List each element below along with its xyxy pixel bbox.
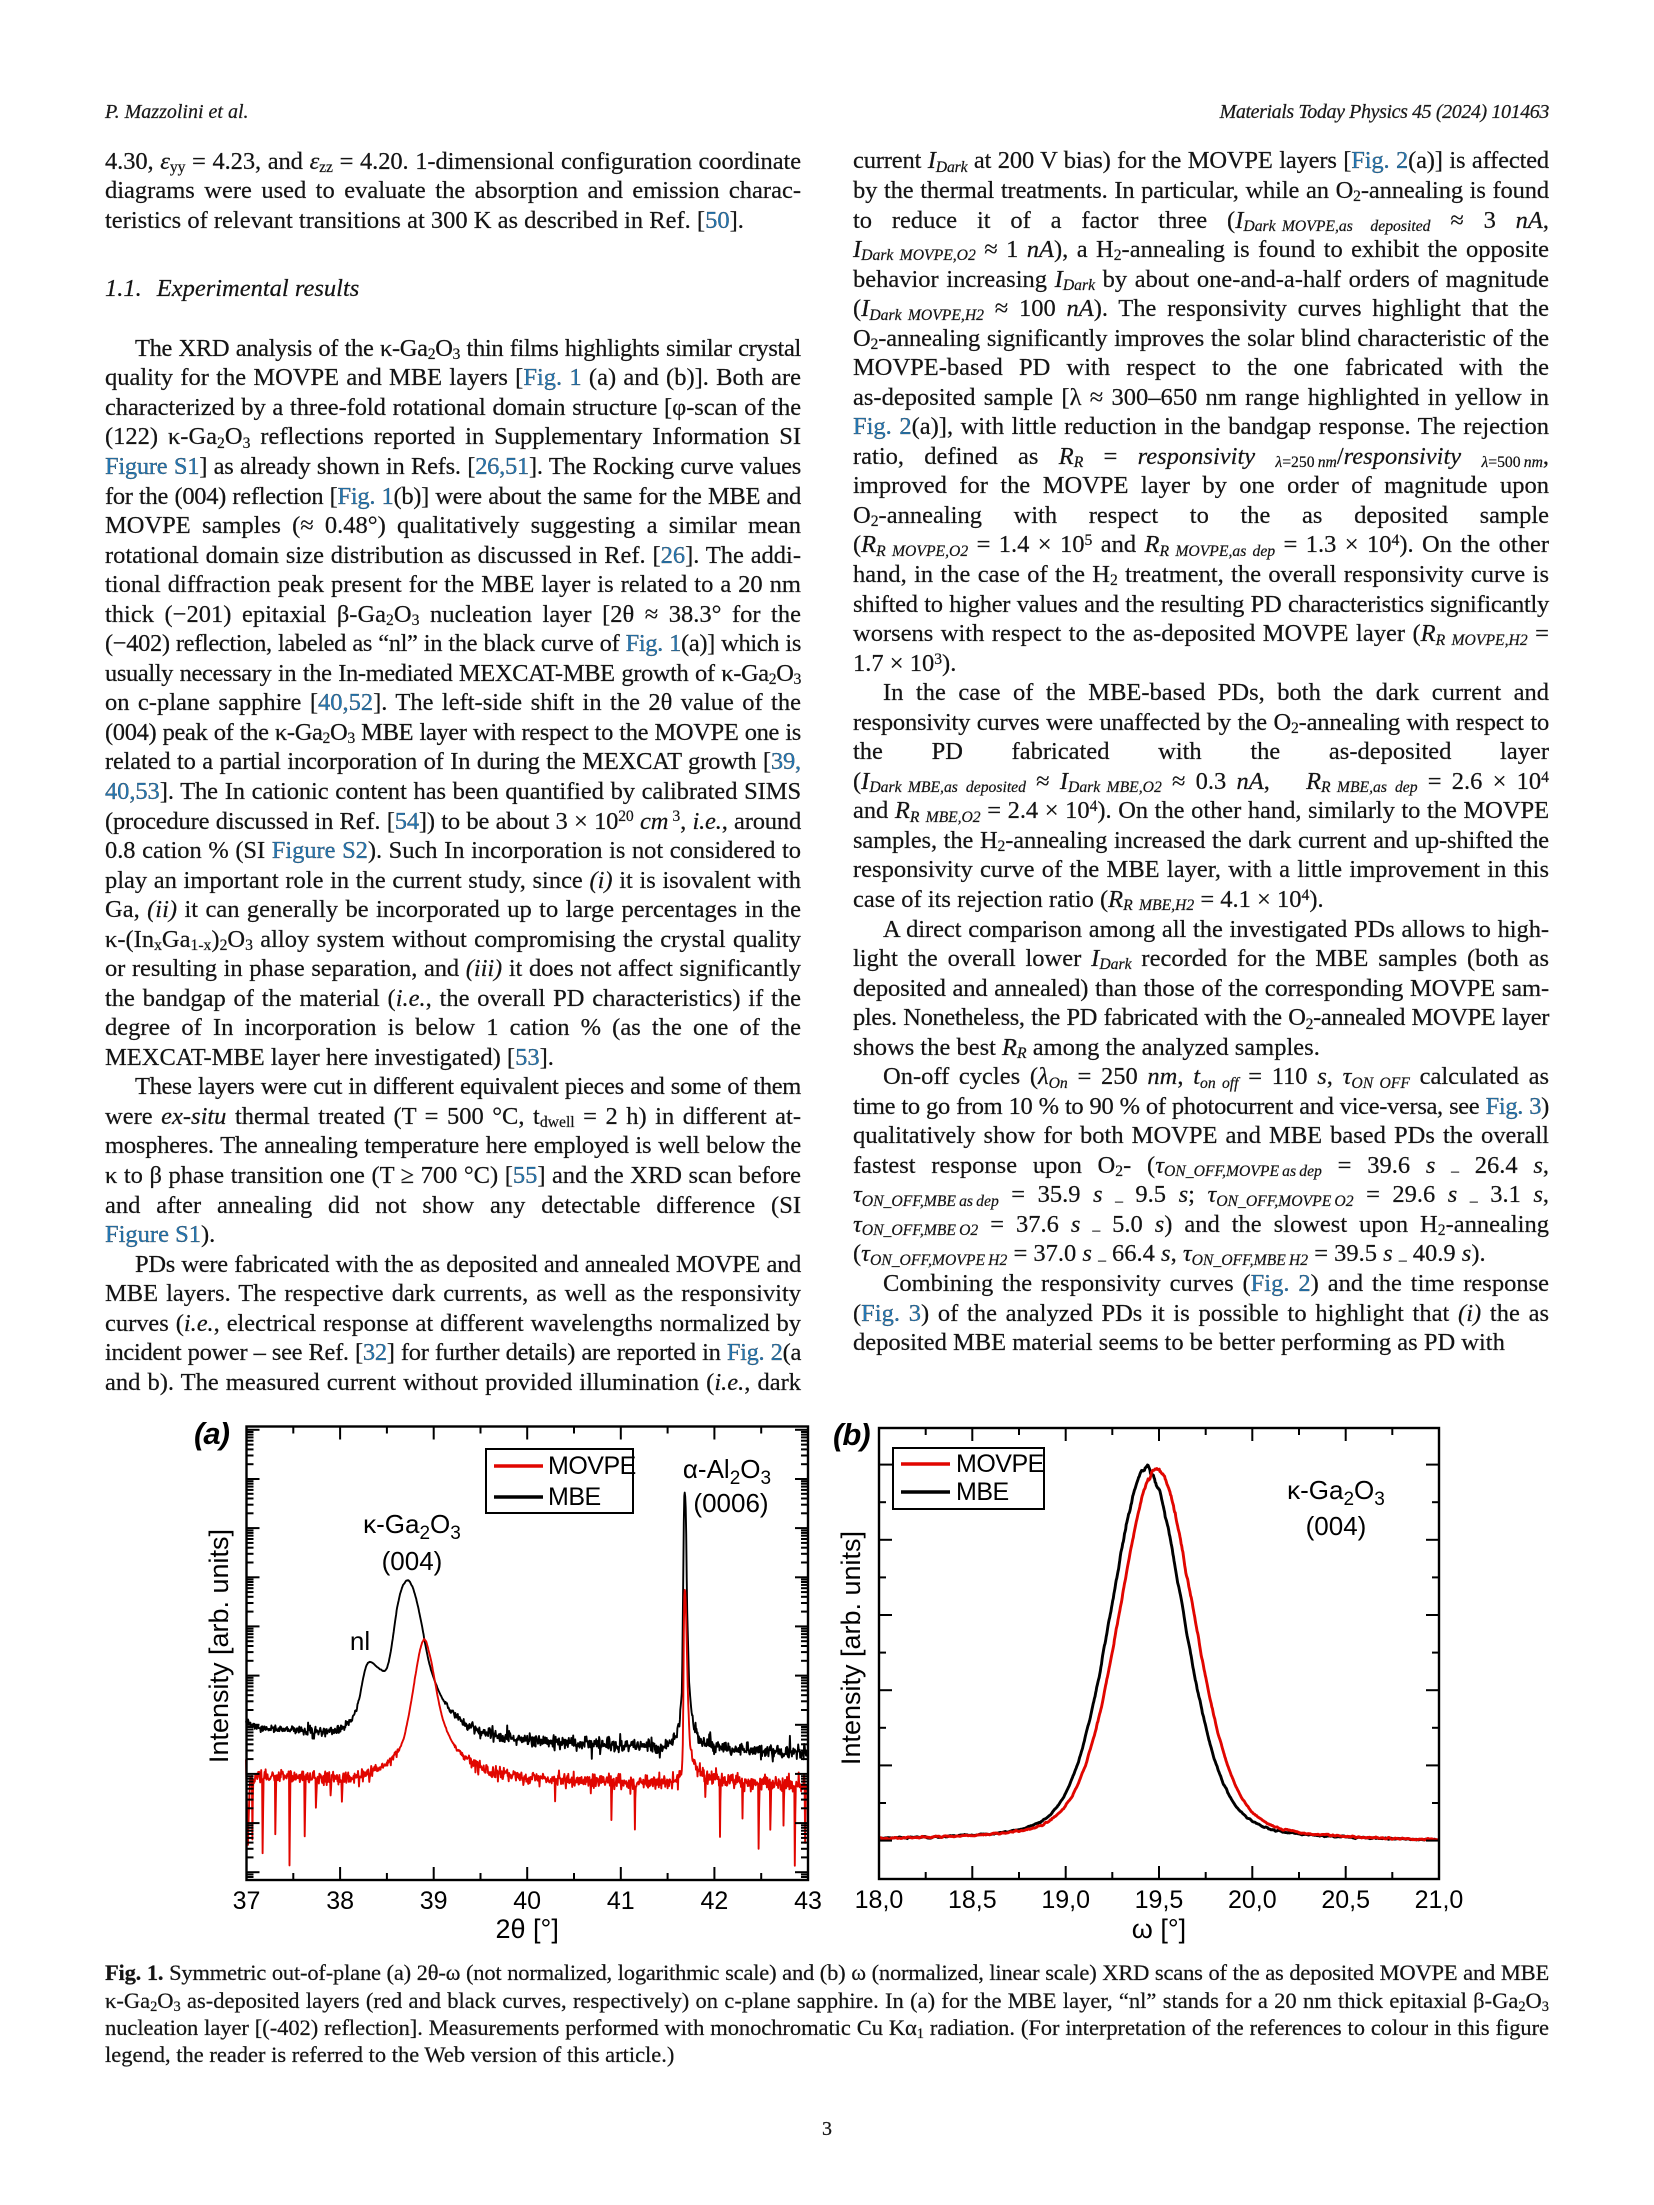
svg-text:21,0: 21,0 — [1415, 1886, 1464, 1914]
svg-text:37: 37 — [233, 1887, 261, 1915]
svg-text:(004): (004) — [1306, 1511, 1367, 1541]
svg-text:MOVPE: MOVPE — [956, 1450, 1044, 1478]
svg-text:MOVPE: MOVPE — [548, 1452, 636, 1480]
svg-text:18,0: 18,0 — [855, 1886, 904, 1914]
svg-text:40: 40 — [513, 1887, 541, 1915]
svg-text:41: 41 — [607, 1887, 635, 1915]
svg-text:MBE: MBE — [956, 1478, 1009, 1506]
svg-text:42: 42 — [700, 1887, 728, 1915]
svg-text:κ-Ga2O3: κ-Ga2O3 — [1287, 1475, 1385, 1510]
svg-text:(b): (b) — [833, 1417, 870, 1452]
svg-text:2θ [°]: 2θ [°] — [496, 1914, 559, 1944]
svg-text:Intensity [arb. units]: Intensity [arb. units] — [204, 1529, 234, 1763]
svg-text:α-Al2O3: α-Al2O3 — [683, 1454, 771, 1489]
svg-text:ω [°]: ω [°] — [1132, 1914, 1186, 1944]
svg-text:19,0: 19,0 — [1041, 1886, 1090, 1914]
svg-text:κ-Ga2O3: κ-Ga2O3 — [363, 1509, 461, 1544]
svg-text:43: 43 — [794, 1887, 822, 1915]
svg-text:nl: nl — [350, 1626, 370, 1656]
svg-text:MBE: MBE — [548, 1483, 601, 1511]
svg-text:20,5: 20,5 — [1321, 1886, 1370, 1914]
svg-text:Intensity [arb. units]: Intensity [arb. units] — [836, 1531, 866, 1765]
svg-text:19,5: 19,5 — [1135, 1886, 1184, 1914]
svg-text:20,0: 20,0 — [1228, 1886, 1277, 1914]
svg-text:39: 39 — [420, 1887, 448, 1915]
svg-text:(0006): (0006) — [693, 1488, 768, 1518]
svg-text:(a): (a) — [194, 1416, 230, 1451]
svg-text:18,5: 18,5 — [948, 1886, 997, 1914]
svg-text:38: 38 — [326, 1887, 354, 1915]
svg-text:(004): (004) — [382, 1546, 443, 1576]
